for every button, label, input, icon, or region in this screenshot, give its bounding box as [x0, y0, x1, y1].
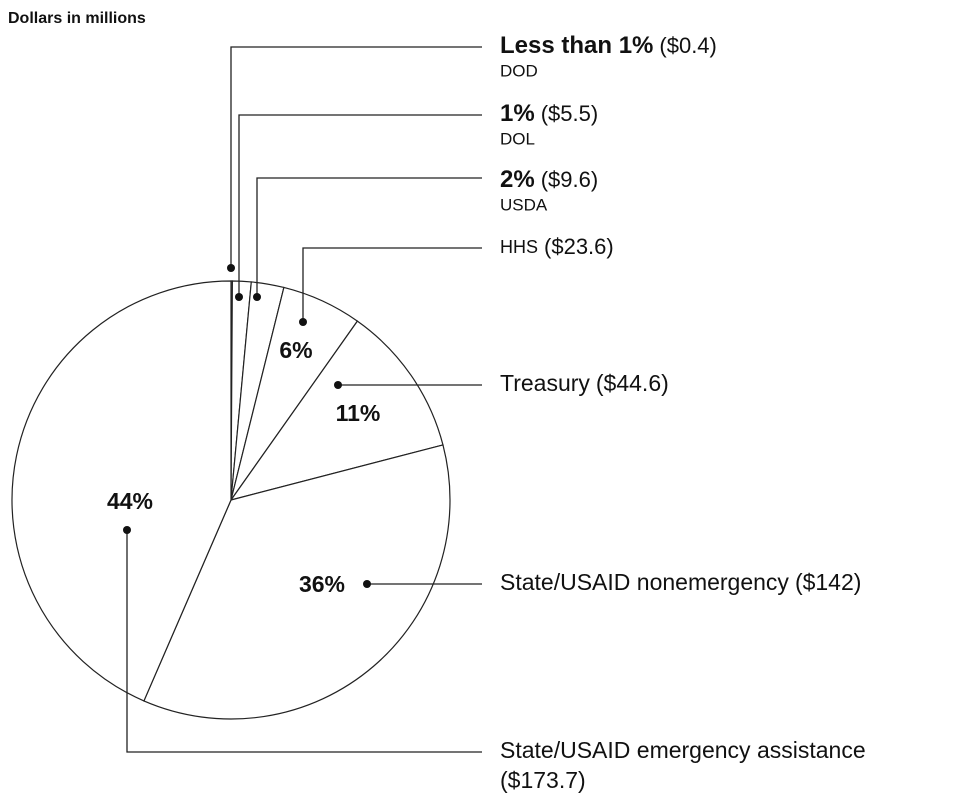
percent-label: 6%	[279, 337, 312, 363]
leader-dot	[334, 381, 342, 389]
value-label: ($142)	[795, 569, 861, 595]
leader-dot	[299, 318, 307, 326]
category-label: USDA	[500, 195, 548, 214]
percent-label: 11%	[336, 400, 381, 426]
leader-dot	[253, 293, 261, 301]
callout-label: State/USAID nonemergency ($142)	[500, 569, 861, 595]
percent-label: Less than 1%	[500, 32, 653, 59]
category-label: DOL	[500, 129, 535, 148]
percent-label: 44%	[107, 488, 153, 514]
callout-label: 2% ($9.6)	[500, 166, 598, 193]
callout-label: HHS ($23.6)	[500, 234, 614, 259]
value-label: ($173.7)	[500, 767, 586, 793]
category-label: Treasury	[500, 370, 590, 396]
value-label: ($9.6)	[541, 167, 598, 192]
leader-line	[302, 247, 482, 322]
leader-line	[126, 530, 482, 753]
value-label: ($0.4)	[659, 33, 716, 58]
callout-label: Treasury ($44.6)	[500, 370, 669, 396]
value-label: ($44.6)	[596, 370, 669, 396]
leader-dot	[363, 580, 371, 588]
callout-label: 1% ($5.5)	[500, 100, 598, 127]
leader-dot	[235, 293, 243, 301]
callout-label: Less than 1% ($0.4)	[500, 32, 717, 59]
category-label: DOD	[500, 61, 538, 80]
percent-label: 1%	[500, 100, 535, 127]
percent-label: 36%	[299, 571, 345, 597]
pie-slice	[229, 320, 444, 501]
pie-slice	[11, 280, 232, 702]
leader-dot	[123, 526, 131, 534]
category-label: HHS	[500, 237, 538, 257]
value-label: ($23.6)	[544, 234, 614, 259]
leader-line	[256, 177, 482, 297]
pie-slice	[143, 444, 451, 720]
chart-title: Dollars in millions	[8, 10, 146, 27]
leader-dot	[227, 264, 235, 272]
category-label: State/USAID emergency assistance	[500, 737, 866, 763]
leader-line	[230, 46, 482, 268]
value-label: ($5.5)	[541, 101, 598, 126]
leader-line	[238, 114, 482, 297]
category-label: State/USAID nonemergency	[500, 569, 789, 595]
percent-label: 2%	[500, 166, 535, 193]
